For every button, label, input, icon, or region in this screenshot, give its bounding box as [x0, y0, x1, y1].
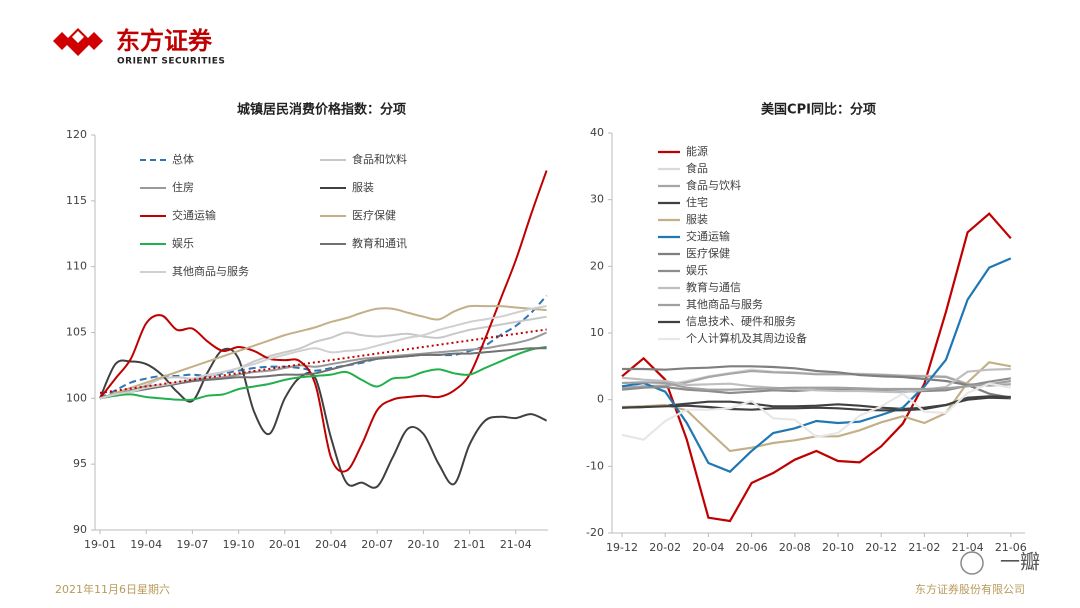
- footer-date: 2021年11月6日星期六: [55, 582, 170, 596]
- legend-label: 服装: [352, 181, 374, 194]
- x-tick-label: 20-12: [865, 541, 897, 554]
- legend-label: 服装: [686, 213, 708, 226]
- legend-label: 食品与饮料: [686, 178, 741, 192]
- chart-title: 美国CPI同比：分项: [761, 102, 876, 118]
- legend-label: 医疗保健: [352, 208, 396, 222]
- x-tick-label: 20-08: [779, 541, 811, 554]
- legend-label: 住宅: [686, 195, 708, 209]
- logo-mark: [53, 28, 103, 56]
- brand-name: 东方证券: [116, 27, 213, 55]
- x-tick-label: 20-01: [269, 538, 301, 551]
- y-tick-label: 0: [597, 393, 604, 406]
- legend-label: 交通运输: [686, 229, 730, 243]
- footer-company: 东方证券股份有限公司: [915, 582, 1025, 596]
- legend-label: 教育与通信: [686, 280, 741, 294]
- legend-label: 其他商品与服务: [686, 297, 763, 311]
- y-tick-label: 105: [66, 326, 87, 339]
- x-tick-label: 21-06: [995, 541, 1027, 554]
- series-line: [621, 257, 1012, 473]
- series-line: [99, 347, 548, 489]
- x-tick-label: 20-04: [692, 541, 724, 554]
- y-tick-label: 40: [590, 126, 604, 139]
- legend-label: 个人计算机及其周边设备: [686, 331, 807, 345]
- legend-label: 总体: [172, 152, 194, 166]
- y-tick-label: -10: [586, 459, 604, 472]
- y-tick-label: 110: [66, 260, 87, 273]
- x-tick-label: 19-01: [84, 538, 116, 551]
- y-tick-label: 95: [73, 457, 87, 470]
- series-line: [99, 345, 547, 401]
- series-line: [622, 365, 1012, 399]
- x-tick-label: 19-04: [130, 538, 162, 551]
- series-line: [99, 294, 548, 400]
- series-line: [621, 379, 1011, 391]
- legend-label: 教育和通讯: [352, 236, 407, 250]
- series-line: [99, 170, 548, 473]
- x-tick-label: 21-04: [952, 541, 984, 554]
- x-tick-label: 19-07: [176, 538, 208, 551]
- x-tick-label: 20-10: [407, 538, 439, 551]
- x-tick-label: 20-02: [649, 541, 681, 554]
- legend-label: 娱乐: [172, 236, 194, 250]
- legend-label: 交通运输: [172, 208, 216, 222]
- brand-name-en: ORIENT SECURITIES: [117, 57, 225, 67]
- x-tick-label: 19-12: [606, 541, 638, 554]
- legend-label: 能源: [686, 144, 708, 158]
- legend-label: 医疗保健: [686, 246, 730, 260]
- legend-label: 住房: [172, 180, 194, 194]
- legend-label: 信息技术、硬件和服务: [686, 314, 796, 328]
- watermark-icon: [960, 551, 984, 575]
- x-tick-label: 21-04: [500, 538, 532, 551]
- legend-label: 食品: [686, 161, 708, 175]
- trendline: [99, 328, 547, 394]
- x-tick-label: 20-06: [736, 541, 768, 554]
- x-tick-label: 21-01: [454, 538, 486, 551]
- series-line: [99, 315, 547, 400]
- series-line: [99, 304, 547, 400]
- series-line: [621, 382, 1012, 441]
- y-tick-label: 120: [66, 128, 87, 141]
- y-tick-label: 115: [66, 194, 87, 207]
- y-tick-label: -20: [586, 526, 604, 539]
- x-tick-label: 19-10: [223, 538, 255, 551]
- x-tick-label: 21-02: [908, 541, 940, 554]
- x-tick-label: 20-07: [361, 538, 393, 551]
- series-line: [621, 212, 1012, 523]
- y-tick-label: 20: [590, 259, 604, 272]
- series-line: [621, 369, 1011, 389]
- series-line: [621, 367, 1011, 394]
- legend-label: 食品和饮料: [352, 152, 407, 166]
- x-tick-label: 20-04: [315, 538, 347, 551]
- series-line: [99, 331, 547, 400]
- watermark: 一瓣: [1000, 550, 1040, 574]
- legend-label: 其他商品与服务: [172, 264, 249, 278]
- y-tick-label: 90: [73, 523, 87, 536]
- y-tick-label: 10: [590, 326, 604, 339]
- chart-title: 城镇居民消费价格指数：分项: [237, 102, 406, 118]
- y-tick-label: 30: [590, 193, 604, 206]
- series-line: [621, 395, 1011, 412]
- y-tick-label: 100: [66, 391, 87, 404]
- x-tick-label: 20-10: [822, 541, 854, 554]
- legend-label: 娱乐: [686, 263, 708, 277]
- series-line: [99, 347, 547, 400]
